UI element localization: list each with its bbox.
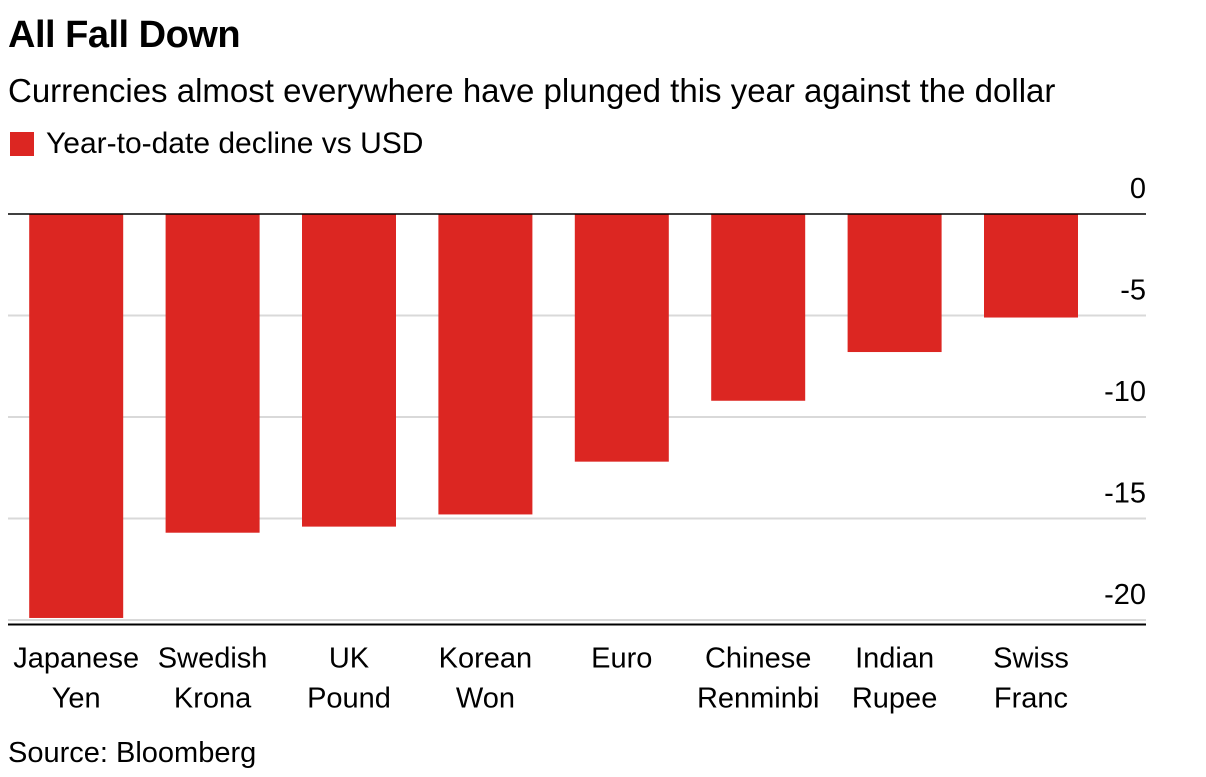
- y-tick-label: 0: [1130, 173, 1146, 205]
- chart-subtitle: Currencies almost everywhere have plunge…: [8, 72, 1056, 109]
- x-category-label: Japanese: [13, 643, 139, 675]
- y-tick-label: -5: [1120, 275, 1146, 307]
- bar: [711, 214, 806, 401]
- x-category-label: Renminbi: [697, 683, 820, 715]
- bar: [984, 214, 1078, 318]
- bar: [165, 214, 260, 533]
- x-category-label: Franc: [994, 683, 1068, 715]
- y-tick-label: -15: [1104, 478, 1146, 510]
- x-category-label: Indian: [855, 643, 934, 675]
- bar: [847, 214, 942, 353]
- x-category-label: Swiss: [993, 643, 1069, 675]
- y-tick-label: -20: [1104, 579, 1146, 611]
- x-category-label: Yen: [52, 683, 101, 715]
- x-category-label: Krona: [174, 683, 252, 715]
- x-category-label: Korean: [439, 643, 533, 675]
- x-category-label: Euro: [591, 643, 652, 675]
- legend-label: Year-to-date decline vs USD: [46, 127, 424, 160]
- source-note: Source: Bloomberg: [8, 737, 257, 769]
- x-category-label: UK: [329, 643, 370, 675]
- legend: Year-to-date decline vs USD: [10, 127, 423, 161]
- x-category-label: Won: [456, 683, 515, 715]
- chart-title: All Fall Down: [8, 14, 241, 56]
- bar: [438, 214, 533, 515]
- bar: [302, 214, 396, 527]
- x-category-label: Chinese: [705, 643, 811, 675]
- x-category-label: Rupee: [852, 683, 937, 715]
- x-category-label: Pound: [307, 683, 391, 715]
- y-tick-label: -10: [1104, 376, 1146, 408]
- bar-chart: 0 -5 -10 -15 -20 Japanese Yen Swedish Krona UK Pou…: [8, 173, 1146, 715]
- x-category-label: Swedish: [158, 643, 268, 675]
- bar: [574, 214, 669, 462]
- legend-swatch: [10, 132, 34, 156]
- bar: [29, 214, 124, 618]
